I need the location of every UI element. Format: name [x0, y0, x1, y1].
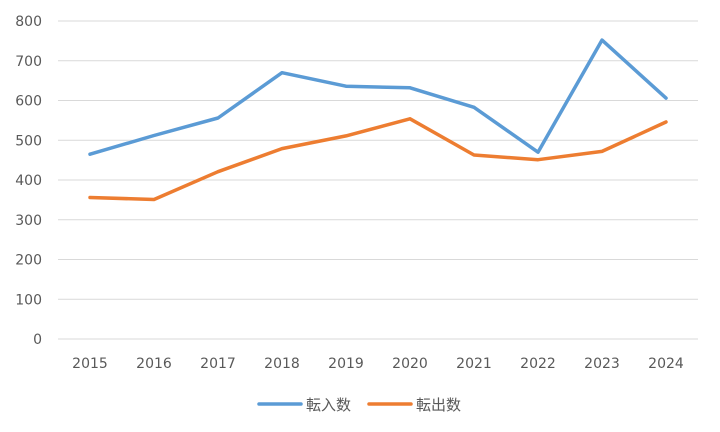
legend-label: 転出数 [416, 396, 461, 414]
series-line-1 [88, 38, 668, 156]
x-tick-label: 2018 [264, 356, 300, 372]
data-point [600, 149, 604, 153]
x-tick-label: 2023 [584, 356, 620, 372]
y-tick-label: 300 [15, 213, 42, 229]
data-point [664, 120, 668, 124]
legend-label: 転入数 [306, 396, 351, 414]
y-tick-label: 700 [15, 54, 42, 70]
y-axis-tick-labels: 0 100 200 300 400 500 600 700 800 [15, 14, 42, 348]
x-tick-label: 2016 [136, 356, 172, 372]
data-point [408, 117, 412, 121]
data-point [408, 86, 412, 90]
data-point [344, 134, 348, 138]
data-point [280, 71, 284, 75]
y-tick-label: 0 [33, 332, 42, 348]
y-tick-label: 400 [15, 173, 42, 189]
x-tick-label: 2024 [648, 356, 684, 372]
data-point [88, 152, 92, 156]
data-point [344, 84, 348, 88]
data-point [536, 150, 540, 154]
legend-item-1: 転入数 [257, 396, 351, 414]
data-point [216, 116, 220, 120]
data-point [152, 133, 156, 137]
gridlines [58, 20, 698, 340]
y-tick-label: 500 [15, 133, 42, 149]
y-tick-label: 100 [15, 292, 42, 308]
data-point [600, 38, 604, 42]
legend: 転入数 転出数 [257, 396, 461, 414]
data-point [152, 197, 156, 201]
data-point [88, 195, 92, 199]
y-tick-label: 200 [15, 253, 42, 269]
x-tick-label: 2015 [72, 356, 108, 372]
x-axis-tick-labels: 2015 2016 2017 2018 2019 2020 2021 2022 2023 2024 [72, 356, 684, 372]
x-tick-label: 2017 [200, 356, 236, 372]
data-point [472, 153, 476, 157]
legend-item-2: 転出数 [367, 396, 461, 414]
series-line-2 [88, 117, 668, 202]
y-tick-label: 600 [15, 94, 42, 110]
x-tick-label: 2020 [392, 356, 428, 372]
x-tick-label: 2021 [456, 356, 492, 372]
data-point [536, 158, 540, 162]
x-tick-label: 2019 [328, 356, 364, 372]
series-lines [88, 38, 668, 202]
data-point [216, 170, 220, 174]
data-point [472, 105, 476, 109]
data-point [280, 147, 284, 151]
x-tick-label: 2022 [520, 356, 556, 372]
data-point [664, 96, 668, 100]
y-tick-label: 800 [15, 14, 42, 30]
